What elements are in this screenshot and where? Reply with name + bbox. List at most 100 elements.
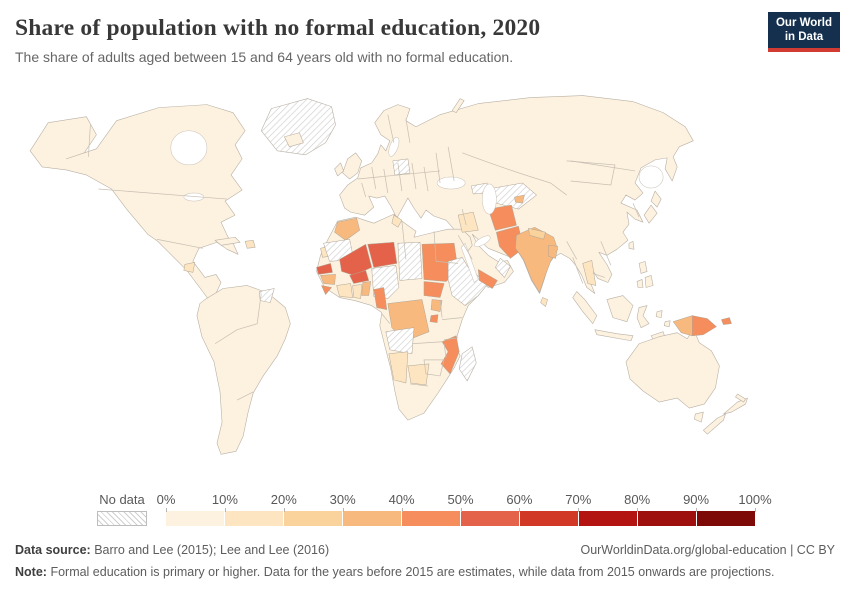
region-bangladesh[interactable] xyxy=(548,245,558,259)
region-uganda[interactable] xyxy=(430,299,443,312)
region-sulawesi[interactable] xyxy=(636,305,650,328)
legend-color-bar xyxy=(166,511,755,526)
region-madagascar[interactable] xyxy=(458,346,477,382)
choropleth-svg xyxy=(29,95,748,455)
legend-tick-label: 90% xyxy=(683,492,710,507)
region-niger[interactable] xyxy=(367,242,398,268)
region-burundi[interactable] xyxy=(429,314,439,323)
no-data-swatch[interactable] xyxy=(97,511,147,526)
hudson-bay xyxy=(170,130,208,166)
legend-bin[interactable] xyxy=(461,511,519,526)
legend-tick-label: 10% xyxy=(211,492,238,507)
note-text: Formal education is primary or higher. D… xyxy=(50,564,775,579)
region-cuba[interactable] xyxy=(214,236,241,246)
legend-tick-label: 40% xyxy=(388,492,415,507)
legend-bin[interactable] xyxy=(343,511,401,526)
region-ireland[interactable] xyxy=(334,162,344,177)
region-new-zealand[interactable] xyxy=(703,397,748,435)
legend-bin[interactable] xyxy=(579,511,637,526)
legend-tick-label: 0% xyxy=(156,492,176,507)
region-guatemala[interactable] xyxy=(183,262,196,273)
region-new-caledonia[interactable] xyxy=(735,393,746,403)
region-iceland[interactable] xyxy=(284,132,304,148)
region-togo-benin[interactable] xyxy=(361,281,371,296)
legend-bin[interactable] xyxy=(284,511,342,526)
no-data-label: No data xyxy=(99,492,145,507)
black-sea xyxy=(436,176,466,190)
country-borders xyxy=(88,114,640,401)
color-scale: 0% 10% 20% 30% 40% 50% 60% 70% 80% 90% 100% xyxy=(157,492,772,526)
logo-line2: in Data xyxy=(784,31,824,44)
region-tasmania[interactable] xyxy=(693,411,704,423)
data-source: Data source: Barro and Lee (2015); Lee a… xyxy=(15,541,329,560)
region-afghanistan[interactable] xyxy=(488,204,517,231)
region-cameroon[interactable] xyxy=(373,287,388,310)
region-sierra-leone[interactable] xyxy=(321,285,332,295)
region-novaya-zemlya[interactable] xyxy=(451,98,465,113)
region-united-kingdom[interactable] xyxy=(342,152,362,180)
region-oman[interactable] xyxy=(495,258,511,278)
region-south-sudan[interactable] xyxy=(423,281,445,298)
region-taiwan[interactable] xyxy=(628,240,635,250)
region-guinea[interactable] xyxy=(320,274,336,285)
legend-bin[interactable] xyxy=(520,511,578,526)
region-philippines[interactable] xyxy=(636,261,654,288)
region-botswana[interactable] xyxy=(407,363,430,386)
region-burkina-faso[interactable] xyxy=(349,270,369,284)
legend-tick-label: 20% xyxy=(270,492,297,507)
page-subtitle: The share of adults aged between 15 and … xyxy=(15,49,514,65)
region-tunisia[interactable] xyxy=(391,214,403,228)
no-data-legend: No data xyxy=(97,492,147,526)
region-suriname-guiana[interactable] xyxy=(258,288,275,303)
legend-bin[interactable] xyxy=(697,511,755,526)
owid-logo[interactable]: Our World in Data xyxy=(768,12,840,52)
region-ivory-coast[interactable] xyxy=(336,283,353,298)
legend-tick-label: 60% xyxy=(506,492,533,507)
region-nepal[interactable] xyxy=(528,227,546,240)
region-north-america[interactable] xyxy=(29,104,246,306)
region-south-america[interactable] xyxy=(196,285,291,455)
region-greenland[interactable] xyxy=(260,98,336,156)
region-mozambique[interactable] xyxy=(440,335,460,375)
region-java[interactable] xyxy=(594,329,634,342)
region-yemen[interactable] xyxy=(478,269,498,289)
legend-bin[interactable] xyxy=(638,511,696,526)
region-horn-of-africa[interactable] xyxy=(447,257,488,306)
caspian-sea xyxy=(482,183,497,215)
sea-of-okhotsk xyxy=(638,165,664,189)
region-hispaniola[interactable] xyxy=(244,239,256,249)
region-angola[interactable] xyxy=(385,327,415,355)
legend-bin[interactable] xyxy=(402,511,460,526)
credit-link[interactable]: OurWorldinData.org/global-education | CC… xyxy=(580,543,835,557)
legend-bin[interactable] xyxy=(166,511,224,526)
region-moluccas[interactable] xyxy=(655,310,671,327)
legend-tick-label: 80% xyxy=(624,492,651,507)
page-title: Share of population with no formal educa… xyxy=(15,15,541,41)
region-sumatra[interactable] xyxy=(572,291,598,324)
region-australia[interactable] xyxy=(625,328,720,409)
note: Note: Formal education is primary or hig… xyxy=(15,563,774,582)
region-belarus[interactable] xyxy=(392,158,411,176)
map-legend: No data 0% 10% 20% 30% 40% 50% 60% 70% 80% 90% 100… xyxy=(0,492,850,534)
region-sri-lanka[interactable] xyxy=(540,297,548,307)
region-morocco[interactable] xyxy=(334,217,360,241)
region-chad[interactable] xyxy=(397,242,423,281)
region-senegal[interactable] xyxy=(316,263,333,275)
highlighted-countries xyxy=(183,158,732,386)
region-borneo[interactable] xyxy=(606,295,634,322)
region-iraq[interactable] xyxy=(457,211,479,233)
note-label: Note: xyxy=(15,564,47,579)
region-namibia[interactable] xyxy=(388,351,409,384)
region-ghana[interactable] xyxy=(352,284,362,299)
legend-bin[interactable] xyxy=(225,511,283,526)
region-india[interactable] xyxy=(515,226,558,293)
region-thailand[interactable] xyxy=(582,260,597,286)
region-tajikistan[interactable] xyxy=(514,194,525,204)
world-map xyxy=(8,90,842,488)
logo-line1: Our World xyxy=(775,17,832,29)
data-source-label: Data source: xyxy=(15,543,91,557)
region-papua-new-guinea[interactable] xyxy=(692,315,732,336)
region-japan[interactable] xyxy=(643,190,662,224)
red-sea xyxy=(460,242,479,283)
